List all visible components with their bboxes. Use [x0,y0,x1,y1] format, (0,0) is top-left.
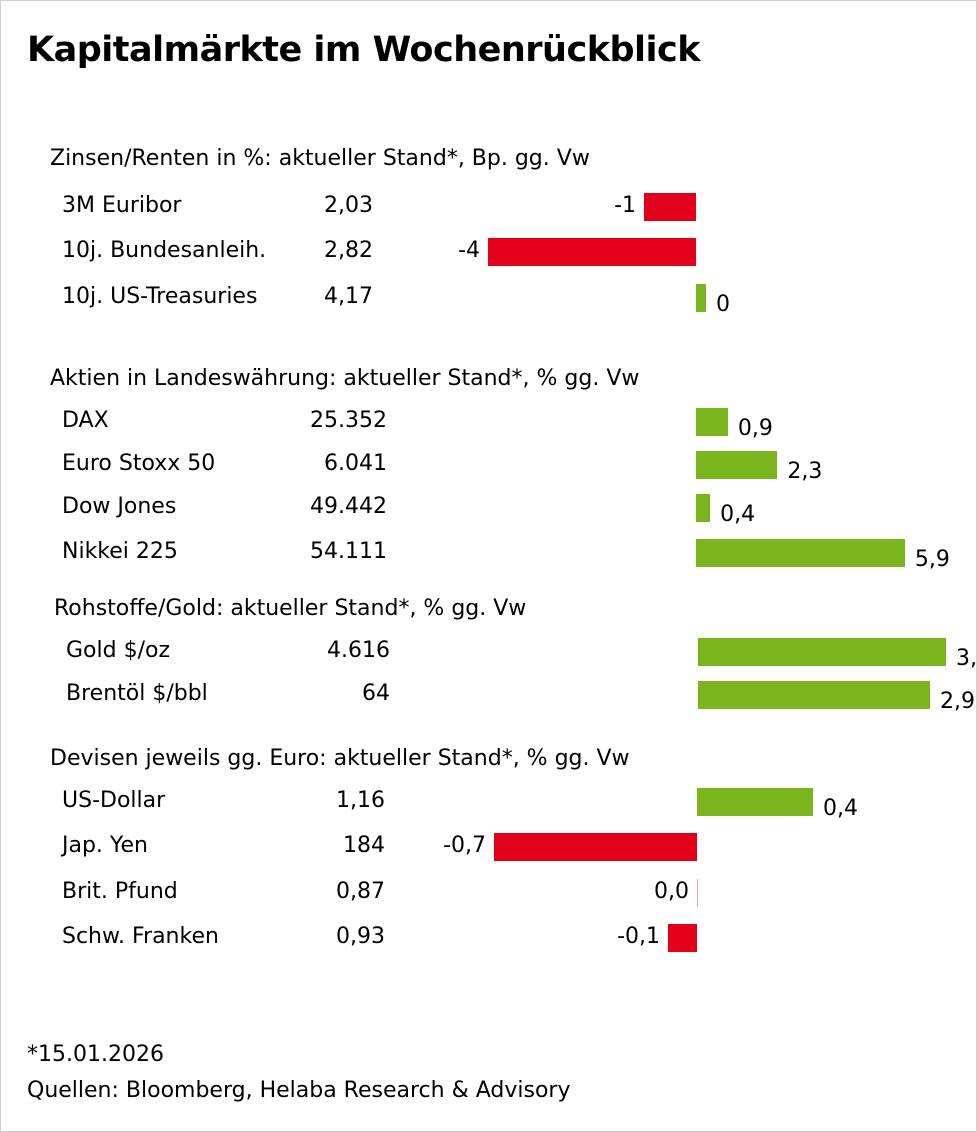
row-level: 54.111 [310,539,387,564]
data-label: -0,1 [617,924,660,949]
data-label: 0 [716,292,730,317]
bar [668,924,697,952]
row-level: 4,17 [324,284,373,309]
data-label: 0,9 [737,416,773,441]
row-name: 10j. Bundesanleih. [62,238,267,263]
row-name: Schw. Franken [62,924,219,949]
data-label: 5,9 [914,547,950,572]
row-name: Brit. Pfund [62,879,178,904]
row-name: Jap. Yen [62,833,148,858]
bar [696,494,711,522]
row-name: Dow Jones [62,494,177,519]
row-name: Nikkei 225 [62,539,178,564]
source-note: Quellen: Bloomberg, Helaba Research & Ad… [27,1078,571,1103]
section-title: Devisen jeweils gg. Euro: aktueller Stan… [50,746,630,771]
data-label: 3,1 [956,646,977,671]
row-level: 184 [343,833,385,858]
row-level: 4.616 [327,638,390,663]
row-name: US-Dollar [62,788,166,813]
row-level: 64 [362,681,390,706]
row-name: 10j. US-Treasuries [62,284,258,309]
data-label: 0,4 [720,502,756,527]
chart-title: Kapitalmärkte im Wochenrückblick [27,30,701,70]
bar [644,193,696,221]
data-label: 2,3 [787,459,823,484]
row-name: 3M Euribor [62,193,182,218]
section-title: Rohstoffe/Gold: aktueller Stand*, % gg. … [54,596,527,621]
bar [696,408,728,436]
row-level: 1,16 [336,788,385,813]
row-level: 25.352 [310,408,387,433]
bar [494,833,697,861]
row-level: 2,82 [324,238,373,263]
bar [698,681,930,709]
row-name: Euro Stoxx 50 [62,451,216,476]
bar [696,539,905,567]
bar [488,238,696,266]
bar [696,451,778,479]
row-level: 2,03 [324,193,373,218]
row-name: Gold $/oz [66,638,170,663]
section-title: Aktien in Landeswährung: aktueller Stand… [50,366,640,391]
footnote: *15.01.2026 [27,1042,164,1067]
row-level: 0,93 [336,924,385,949]
row-level: 6.041 [324,451,387,476]
data-label: -0,7 [443,833,486,858]
data-label: 2,9 [940,689,975,714]
section-title: Zinsen/Renten in %: aktueller Stand*, Bp… [50,146,590,171]
row-level: 0,87 [336,879,385,904]
data-label: 0,4 [823,796,858,821]
bar [697,788,813,816]
bar [698,638,946,666]
row-name: DAX [62,408,109,433]
bar [696,284,706,312]
data-label: 0,0 [654,879,689,904]
bar [697,879,698,907]
row-name: Brentöl $/bbl [66,681,208,706]
data-label: -1 [614,193,636,218]
row-level: 49.442 [310,494,387,519]
data-label: -4 [458,238,480,263]
